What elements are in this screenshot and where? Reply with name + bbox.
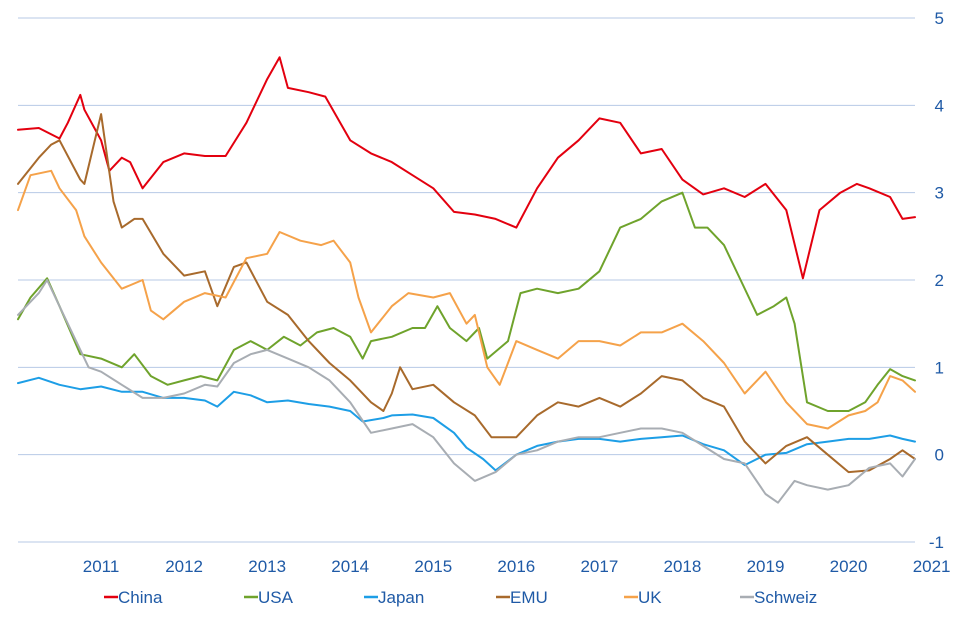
series-line-uk <box>17 169 916 430</box>
x-tick-label: 2012 <box>165 557 203 576</box>
series-line-china <box>17 56 916 280</box>
y-tick-label: 2 <box>935 271 944 290</box>
series-lines <box>17 56 916 504</box>
x-tick-label: 2020 <box>830 557 868 576</box>
x-tick-label: 2018 <box>664 557 702 576</box>
y-tick-label: 1 <box>935 358 944 377</box>
x-tick-label: 2017 <box>580 557 618 576</box>
x-tick-label: 2011 <box>83 557 120 576</box>
y-axis-ticks: -1 0 1 2 3 4 5 <box>929 9 944 552</box>
x-tick-label: 2019 <box>747 557 785 576</box>
legend-label: USA <box>258 588 294 607</box>
series-line-usa <box>17 191 916 412</box>
series-line-emu <box>17 113 916 474</box>
legend-label: Schweiz <box>754 588 817 607</box>
x-tick-label: 2021 <box>913 557 951 576</box>
legend: China USA Japan EMU UK Schweiz <box>104 588 817 607</box>
x-tick-label: 2013 <box>248 557 286 576</box>
x-tick-label: 2015 <box>414 557 452 576</box>
legend-label: Japan <box>378 588 424 607</box>
y-tick-label: 3 <box>935 184 944 203</box>
gridlines <box>18 17 915 543</box>
y-tick-label: 0 <box>935 446 944 465</box>
series-line-schweiz <box>17 279 916 504</box>
legend-label: UK <box>638 588 662 607</box>
y-tick-label: 5 <box>935 9 944 28</box>
x-axis-ticks: 2011 2012 2013 2014 2015 2016 2017 2018 2019 2020… <box>83 557 951 576</box>
series-line-japan <box>17 376 916 472</box>
y-tick-label: 4 <box>935 96 944 115</box>
x-tick-label: 2016 <box>497 557 535 576</box>
x-tick-label: 2014 <box>331 557 369 576</box>
legend-label: EMU <box>510 588 548 607</box>
legend-label: China <box>118 588 163 607</box>
y-tick-label: -1 <box>929 533 944 552</box>
